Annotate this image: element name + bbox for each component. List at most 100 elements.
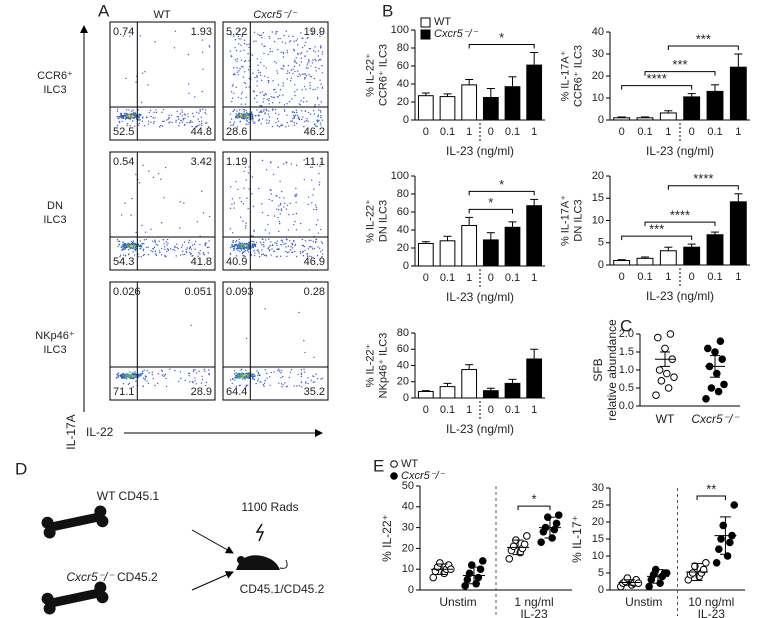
event [259,241,262,244]
event [257,371,260,374]
event [291,247,294,249]
event [236,71,239,73]
x-axis-label: IL-23 (ng/ml) [446,290,514,304]
event [308,239,310,242]
bar [729,201,747,266]
significance-label: ** [706,481,716,496]
event [240,44,242,46]
event [280,124,283,126]
event [273,89,275,91]
event [166,250,168,253]
event [253,97,256,100]
event [307,120,309,123]
legend-swatch [420,17,431,28]
bar [482,97,499,121]
event [259,34,261,36]
event [202,108,204,111]
event [264,239,267,241]
event [244,114,247,117]
event [286,114,288,116]
bar [636,117,654,121]
flow-plot: 0.026 0.051 71.1 28.9 [109,281,216,401]
event [283,104,286,106]
event [242,115,245,117]
event [310,65,312,67]
y-tick-label: 0 [598,584,604,596]
event [135,231,137,234]
event [237,247,239,250]
event [294,84,296,86]
event [168,114,170,116]
event [274,88,276,91]
event [271,248,273,250]
event [285,250,287,253]
event [247,384,249,387]
quadrant-value: 35.2 [304,386,325,398]
event [294,250,296,253]
event [279,204,282,206]
event [164,246,166,248]
event [246,376,249,379]
event [138,122,141,125]
event [154,117,156,119]
event [245,224,247,227]
event [184,117,186,120]
event [310,379,312,382]
event [272,109,274,111]
event [165,377,167,380]
event [180,377,182,380]
event [262,383,265,386]
event [117,375,120,378]
event [300,375,302,378]
event [261,211,264,214]
event [292,213,294,216]
event [321,53,323,55]
event [277,38,279,40]
event [315,60,317,62]
axis-label: IL-22 [86,425,114,439]
point [634,579,643,588]
event [229,379,232,381]
event [179,122,181,124]
event [268,238,270,240]
point [537,538,545,546]
x-tick-label: 1 [735,126,741,138]
event [243,42,246,45]
event [127,253,130,256]
point [655,366,664,374]
event [263,52,265,55]
event [245,109,247,112]
event [204,245,207,247]
point [436,559,444,567]
event [238,43,240,45]
event [176,246,178,249]
y-tick-label: 30 [592,482,604,494]
event [268,198,270,201]
event [291,242,294,245]
quadrant-value: 52.5 [113,126,134,138]
event [144,379,146,381]
event [293,40,295,43]
event [282,82,284,84]
event [246,244,248,247]
event [281,239,283,242]
quadrant-value: 1.19 [226,156,247,168]
event [286,70,289,72]
event [304,55,306,57]
event [199,108,201,111]
event [291,120,294,122]
significance-label: *** [649,222,664,237]
event [251,116,254,118]
event [286,385,288,388]
event [198,370,200,372]
event [319,31,321,34]
event [303,125,305,128]
x-tick-label: 1 [531,272,537,284]
point [720,380,728,389]
quadrant-value: 0.74 [113,26,134,38]
event [305,381,307,383]
event [237,96,240,99]
event [317,116,319,118]
y-tick-label: 10 [592,550,604,562]
event [165,241,167,243]
